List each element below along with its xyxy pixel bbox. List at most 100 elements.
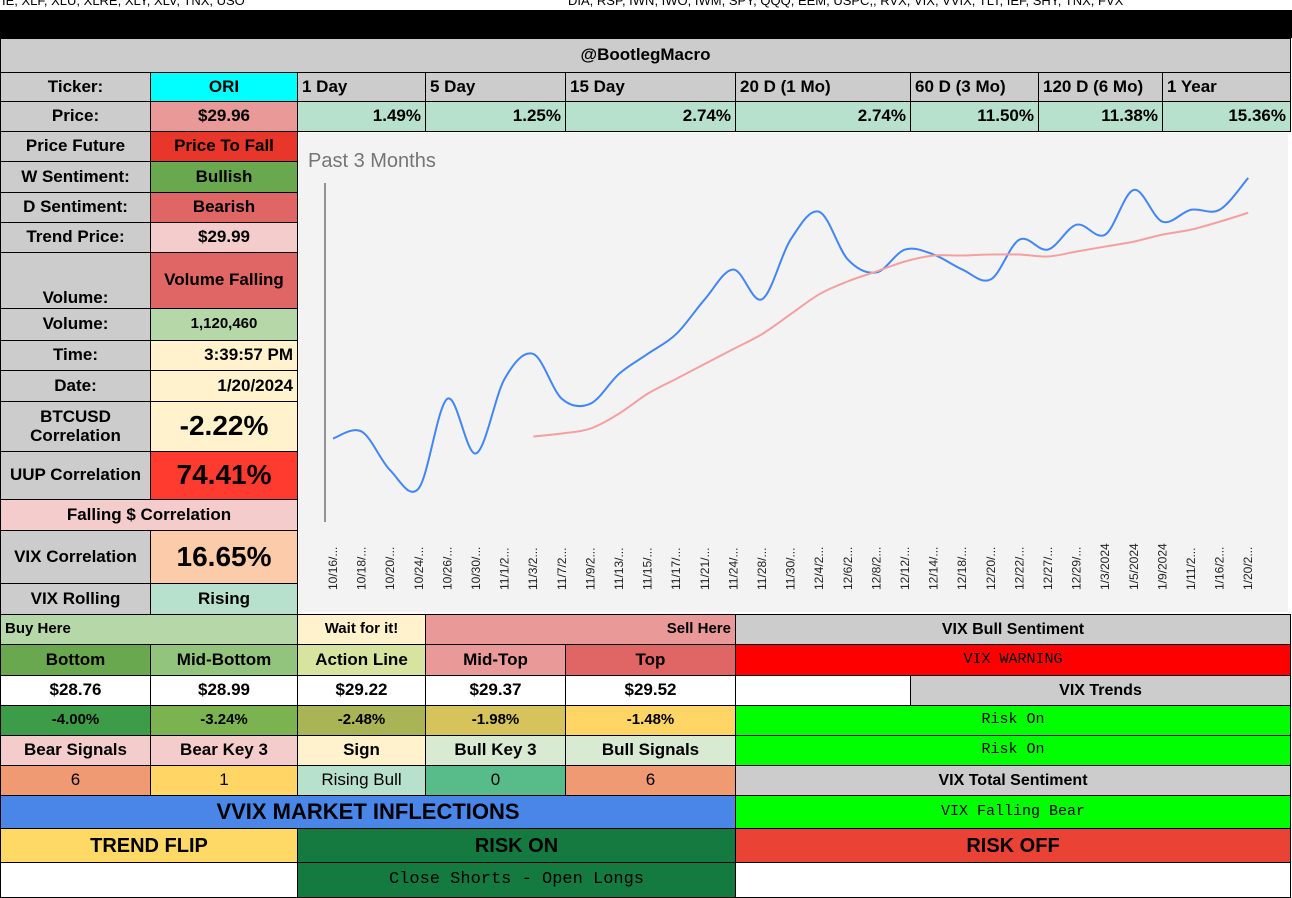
x-tick-label: 10/16/... [326,547,340,590]
metric-value: $29.99 [150,222,298,253]
level-price: $28.76 [0,675,151,706]
metric-label: BTCUSD Correlation [0,401,151,452]
label: Price: [0,101,151,132]
signal-header: Sign [297,735,426,766]
level-change: -4.00% [0,705,151,736]
x-tick-label: 11/15/... [641,548,655,590]
x-tick-label: 11/13/... [612,548,626,590]
signal-value: 0 [425,765,566,796]
period-header: 1 Year [1162,72,1291,102]
series-line [533,211,1249,438]
signal-value: 6 [0,765,151,796]
x-tick-label: 11/17/... [669,548,683,590]
metric-label: UUP Correlation [0,451,151,500]
series-line [332,177,1249,493]
x-tick-label: 11/1/2... [498,548,512,590]
x-tick-label: 12/14/... [927,547,941,590]
metric-value: 1,120,460 [150,308,298,341]
period-header: 15 Day [565,72,736,102]
metric-label: Falling $ Correlation [0,499,298,531]
zone-header: Wait for it! [297,614,426,645]
period-header: 5 Day [425,72,566,102]
level-change: -1.48% [565,705,736,736]
level-price: $29.52 [565,675,736,706]
x-tick-label: 12/4/2... [812,547,826,590]
x-tick-label: 10/26/... [440,547,454,590]
level-name: Action Line [297,644,426,676]
metric-label: Trend Price: [0,222,151,253]
top-strip: IE, XLF, XLU, XLRE, XLY, XLV, TNX, USO D… [0,0,1292,10]
signal-value: Rising Bull [297,765,426,796]
vix-total: VIX Falling Bear [735,795,1291,829]
x-tick-label: 11/3/2... [526,548,540,590]
x-tick-label: 12/29/... [1070,547,1084,590]
period-change: 11.50% [910,101,1039,132]
x-tick-label: 12/27/... [1041,547,1055,590]
level-change: -3.24% [150,705,298,736]
level-name: Top [565,644,736,676]
metric-value: Rising [150,583,298,615]
metric-label: Volume: [0,308,151,341]
level-price: $28.99 [150,675,298,706]
metric-value: Volume Falling [150,252,298,309]
x-tick-label: 1/3/2024 [1098,543,1112,590]
metric-label: Price Future [0,131,151,162]
metric-value: Bullish [150,161,298,193]
metric-value: Bearish [150,192,298,223]
x-tick-label: 12/20/... [984,547,998,590]
x-tick-label: 12/6/2... [841,547,855,590]
metric-value: Price To Fall [150,131,298,162]
action: Close Shorts - Open Longs [297,862,736,898]
empty-cell [0,862,298,898]
level-name: Mid-Top [425,644,566,676]
x-tick-label: 1/5/2024 [1127,543,1141,590]
ticker-list: DIA, RSP, IWN, IWO, IWM, SPY, QQQ, EEM, … [568,0,1124,8]
metric-label: VIX Rolling [0,583,151,615]
period-change: 2.74% [735,101,911,132]
metric-value: -2.22% [150,401,298,452]
x-tick-label: 11/24/... [726,548,740,590]
level-price: $29.37 [425,675,566,706]
metric-value: 1/20/2024 [150,370,298,402]
empty-cell [735,862,1291,898]
vix-header: VIX Trends [910,675,1291,706]
metric-label: W Sentiment: [0,161,151,193]
x-tick-label: 1/16/2... [1213,547,1227,590]
x-tick-label: 11/9/2... [583,548,597,590]
chart-title: Past 3 Months [308,150,436,172]
x-tick-label: 1/11/2... [1184,548,1198,590]
metric-value: 74.41% [150,451,298,500]
x-tick-label: 12/18/... [955,547,969,590]
zone-header: Sell Here [425,614,736,645]
metric-label: Volume: [0,252,151,309]
period-header: 120 D (6 Mo) [1038,72,1163,102]
x-tick-label: 1/20/2... [1241,547,1255,590]
metric-label: VIX Correlation [0,530,151,584]
vix-header: VIX Total Sentiment [735,765,1291,796]
x-tick-label: 10/20/... [383,547,397,590]
metric-label: D Sentiment: [0,192,151,223]
empty-cell [735,675,911,706]
metric-value: 3:39:57 PM [150,340,298,371]
chart: Past 3 Months 10/16/... 10/18/... 10/20/...… [299,133,1288,612]
level-name: Bottom [0,644,151,676]
period-change: 15.36% [1162,101,1291,132]
signal-header: Bear Key 3 [150,735,298,766]
period-header: 20 D (1 Mo) [735,72,911,102]
signal-header: Bull Signals [565,735,736,766]
risk-on: RISK ON [297,828,736,863]
period-change: 1.25% [425,101,566,132]
chart-background [299,133,1288,612]
zone-header: Buy Here [0,614,298,645]
period-change: 2.74% [565,101,736,132]
risk-off: RISK OFF [735,828,1291,863]
trend-flip: TREND FLIP [0,828,298,863]
period-header: 60 D (3 Mo) [910,72,1039,102]
x-tick-label: 10/30/... [469,547,483,590]
ticker: ORI [150,72,298,102]
ticker-list: IE, XLF, XLU, XLRE, XLY, XLV, TNX, USO [2,0,245,8]
x-tick-label: 11/30/... [784,548,798,590]
signal-header: Bear Signals [0,735,151,766]
signal-value: 1 [150,765,298,796]
